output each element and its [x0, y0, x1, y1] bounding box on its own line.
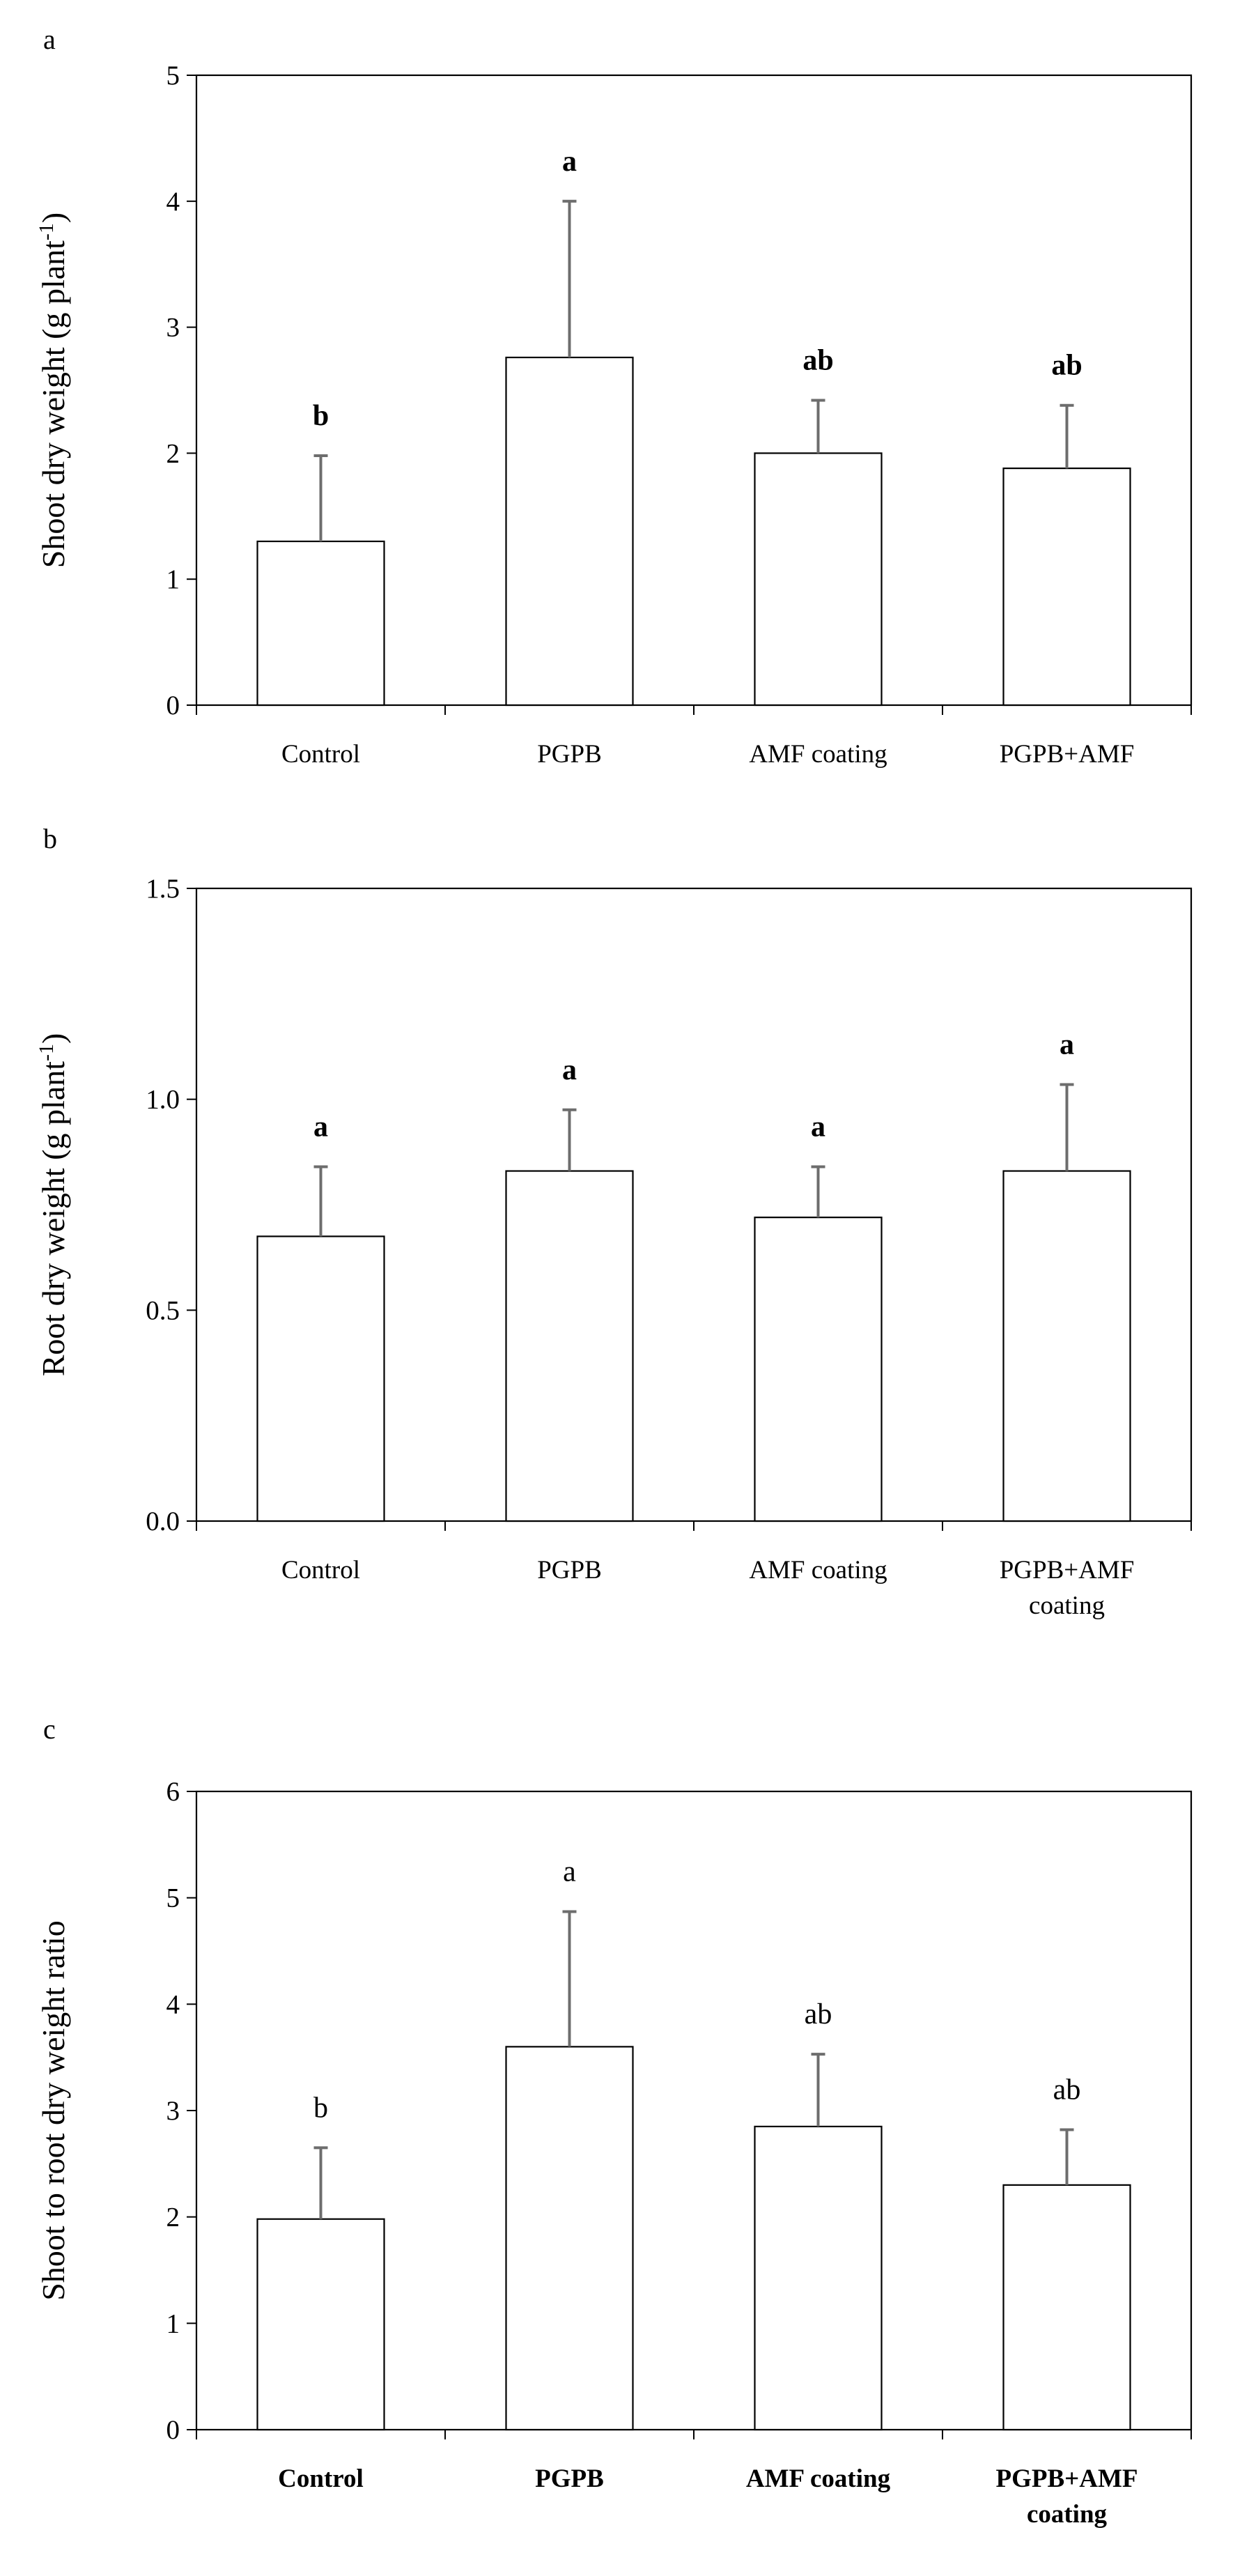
significance-label: a [562, 146, 577, 178]
bar [1002, 467, 1131, 707]
y-tick-label: 0.5 [146, 1295, 180, 1325]
y-tick-label: 2 [166, 2203, 180, 2232]
significance-label: ab [1053, 2074, 1081, 2106]
bar [754, 452, 883, 707]
y-axis-title-end: ) [36, 1033, 71, 1044]
y-tick-label: 1 [166, 2308, 180, 2338]
chart-panel-c: c 0 1 2 3 4 5 6 b Control a PGPB ab AMF coating ab PGPB… [36, 1713, 1193, 2529]
x-category-label: AMF coating [749, 740, 887, 769]
x-category-label: AMF coating [746, 2465, 891, 2493]
y-tick-label: 3 [166, 313, 180, 343]
significance-label: a [1060, 1028, 1074, 1061]
bar [256, 540, 385, 707]
bar [505, 356, 634, 707]
x-category-label: coating [1027, 2500, 1108, 2529]
bar [256, 1235, 385, 1522]
y-tick-label: 5 [166, 61, 180, 91]
bar [1002, 2184, 1131, 2431]
y-axis-title-end: ) [36, 213, 71, 223]
significance-label: b [313, 2092, 328, 2124]
y-axis-title: Shoot to root dry weight ratio [36, 1920, 71, 2301]
x-category-label: Control [281, 740, 360, 769]
y-tick-label: 3 [166, 2096, 180, 2126]
y-tick-label: 5 [166, 1883, 180, 1913]
significance-label: ab [802, 344, 833, 376]
x-category-label: Control [278, 2465, 364, 2493]
x-category-label: PGPB [535, 2465, 604, 2493]
y-axis-title-superscript: -1 [35, 1044, 58, 1061]
x-category-label: PGPB+AMF [1000, 1556, 1135, 1584]
x-category-label: PGPB [537, 1556, 602, 1584]
y-tick-label: 1 [166, 564, 180, 594]
panel-letter: a [43, 24, 56, 55]
significance-label: a [313, 1111, 328, 1143]
bar [505, 1170, 634, 1522]
y-tick-label: 6 [166, 1777, 180, 1807]
significance-label: a [563, 1856, 576, 1888]
bar [1002, 1170, 1131, 1522]
y-tick-label: 0 [166, 691, 180, 720]
bar [256, 2218, 385, 2431]
x-category-label: Control [281, 1556, 360, 1584]
x-category-label: PGPB+AMF [1000, 740, 1135, 769]
y-axis-title-text: Shoot dry weight (g plant [36, 240, 71, 568]
y-tick-label: 1.0 [146, 1085, 180, 1115]
y-tick-label: 4 [166, 1989, 180, 2019]
y-tick-label: 0 [166, 2415, 180, 2445]
x-category-label: AMF coating [749, 1556, 887, 1584]
significance-label: a [562, 1054, 577, 1086]
significance-label: ab [805, 1998, 832, 2030]
y-tick-label: 0.0 [146, 1506, 180, 1536]
x-category-label: coating [1029, 1591, 1105, 1620]
y-axis-title: Root dry weight (g plant-1) [35, 1033, 71, 1377]
bar [505, 2046, 634, 2431]
y-tick-label: 1.5 [146, 874, 180, 904]
bar [754, 2125, 883, 2431]
significance-label: b [313, 400, 329, 432]
panel-letter: b [43, 823, 57, 854]
y-axis-title-text: Shoot to root dry weight ratio [36, 1920, 71, 2301]
x-category-label: PGPB [537, 740, 602, 769]
y-tick-label: 4 [166, 187, 180, 217]
significance-label: a [811, 1111, 825, 1143]
y-axis-title-text: Root dry weight (g plant [36, 1061, 71, 1376]
bar [754, 1217, 883, 1522]
y-axis-title-superscript: -1 [35, 223, 58, 240]
y-tick-label: 2 [166, 438, 180, 468]
panel-letter: c [43, 1713, 56, 1745]
y-axis-title: Shoot dry weight (g plant-1) [35, 213, 71, 569]
chart-panel-b: b 0.0 0.5 1.0 1.5 a Control a PGPB a AMF coating a P… [35, 823, 1193, 1620]
x-category-label: PGPB+AMF [996, 2465, 1138, 2493]
chart-panel-a: a 0 1 2 3 4 5 b Control a PGPB ab AMF coating ab PGPB+… [35, 24, 1193, 769]
significance-label: ab [1051, 350, 1082, 382]
